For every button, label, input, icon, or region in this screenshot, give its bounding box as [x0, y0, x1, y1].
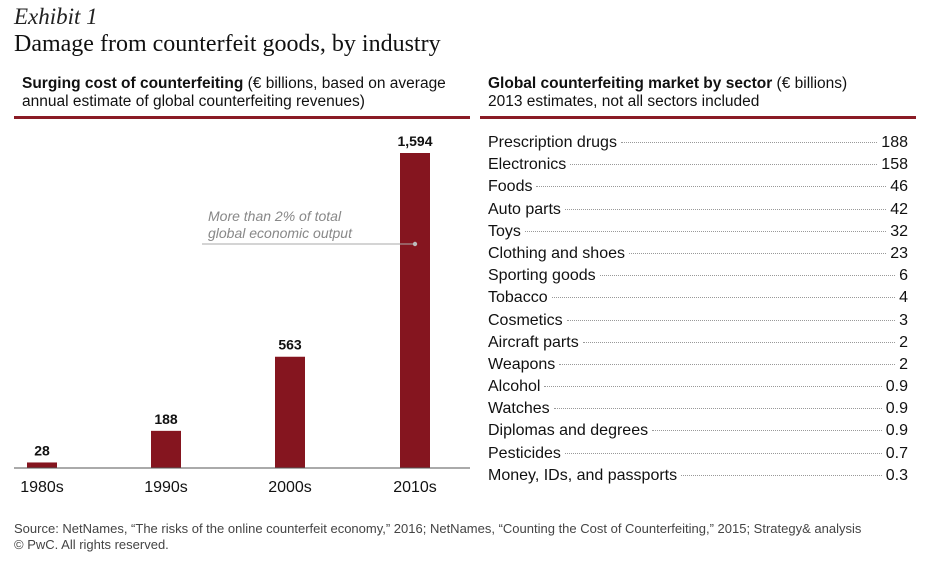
right-panel-title-detail: (€ billions) — [772, 75, 848, 92]
sector-name: Clothing and shoes — [488, 244, 625, 262]
table-row: Prescription drugs 188 — [488, 134, 908, 156]
dotted-leader — [566, 319, 896, 321]
footer: Source: NetNames, “The risks of the onli… — [14, 521, 914, 553]
sector-name: Foods — [488, 178, 533, 196]
right-panel-rule — [480, 116, 916, 119]
dotted-leader — [559, 363, 896, 365]
sector-name: Watches — [488, 400, 550, 418]
sector-table: Prescription drugs 188 Electronics 158 Foods… — [488, 134, 908, 489]
left-panel-title: Surging cost of counterfeiting — [22, 75, 244, 92]
sector-value: 0.9 — [885, 400, 908, 418]
table-row: Foods 46 — [488, 178, 908, 200]
right-panel-subtitle: 2013 estimates, not all sectors included — [488, 93, 760, 110]
table-row: Cosmetics 3 — [488, 312, 908, 334]
table-row: Weapons 2 — [488, 356, 908, 378]
table-row: Alcohol 0.9 — [488, 378, 908, 400]
sector-value: 46 — [890, 178, 908, 196]
dotted-leader — [553, 408, 882, 410]
copyright-note: © PwC. All rights reserved. — [14, 537, 169, 552]
bar-1980s — [27, 462, 57, 468]
sector-name: Tobacco — [488, 289, 548, 307]
sector-value: 4 — [899, 289, 908, 307]
table-row: Tobacco 4 — [488, 289, 908, 311]
sector-value: 2 — [899, 355, 908, 373]
dotted-leader — [551, 297, 896, 299]
bar-2010s — [400, 153, 430, 468]
dotted-leader — [599, 275, 896, 277]
table-row: Electronics 158 — [488, 156, 908, 178]
dotted-leader — [544, 386, 882, 388]
table-row: Diplomas and degrees 0.9 — [488, 422, 908, 444]
dotted-leader — [570, 164, 878, 166]
sector-name: Sporting goods — [488, 267, 596, 285]
table-row: Clothing and shoes 23 — [488, 245, 908, 267]
dotted-leader — [628, 252, 887, 254]
source-note: Source: NetNames, “The risks of the onli… — [14, 521, 862, 536]
sector-name: Alcohol — [488, 378, 541, 396]
dotted-leader — [564, 452, 882, 454]
sector-name: Electronics — [488, 156, 567, 174]
sector-value: 32 — [890, 222, 908, 240]
sector-name: Auto parts — [488, 200, 561, 218]
right-panel-heading: Global counterfeiting market by sector (… — [488, 75, 908, 111]
left-panel-title-detail: (€ billions, based on average annual est… — [22, 75, 446, 110]
sector-name: Cosmetics — [488, 311, 563, 329]
page-title: Damage from counterfeit goods, by indust… — [14, 31, 441, 57]
sector-value: 2 — [899, 333, 908, 351]
bar-2000s — [275, 356, 305, 468]
tick-label-1990s: 1990s — [144, 479, 188, 496]
bar-1990s — [151, 430, 181, 468]
table-row: Aircraft parts 2 — [488, 334, 908, 356]
sector-value: 188 — [881, 134, 908, 151]
table-row: Money, IDs, and passports 0.3 — [488, 467, 908, 489]
dotted-leader — [524, 230, 887, 232]
sector-name: Aircraft parts — [488, 333, 579, 351]
sector-name: Weapons — [488, 355, 556, 373]
bar-chart: 28 1980s 188 1990s 563 2000s 1,594 2010s More th… — [14, 133, 470, 496]
sector-value: 42 — [890, 200, 908, 218]
sector-name: Pesticides — [488, 444, 561, 462]
sector-value: 0.9 — [885, 378, 908, 396]
table-row: Auto parts 42 — [488, 201, 908, 223]
sector-name: Diplomas and degrees — [488, 422, 649, 440]
tick-label-1980s: 1980s — [20, 479, 64, 496]
sector-value: 6 — [899, 267, 908, 285]
exhibit-label: Exhibit 1 — [14, 4, 98, 29]
sector-name: Prescription drugs — [488, 134, 617, 151]
right-panel-title: Global counterfeiting market by sector — [488, 75, 773, 92]
bar-chart-container: 28 1980s 188 1990s 563 2000s 1,594 2010s More th… — [14, 120, 470, 500]
value-label-2000s: 563 — [278, 337, 302, 353]
value-label-1990s: 188 — [154, 411, 178, 427]
dotted-leader — [681, 474, 882, 476]
annotation-line-2: global economic output — [208, 225, 353, 241]
left-panel-heading: Surging cost of counterfeiting (€ billio… — [22, 75, 472, 111]
left-panel-rule — [14, 116, 470, 119]
sector-value: 0.3 — [885, 466, 908, 484]
annotation-dot — [412, 241, 418, 247]
tick-label-2010s: 2010s — [393, 479, 437, 496]
dotted-leader — [564, 208, 887, 210]
sector-value: 158 — [881, 156, 908, 174]
tick-label-2000s: 2000s — [268, 479, 312, 496]
dotted-leader — [652, 430, 882, 432]
value-label-2010s: 1,594 — [397, 133, 432, 149]
dotted-leader — [620, 142, 878, 143]
dotted-leader — [536, 186, 887, 188]
dotted-leader — [582, 341, 896, 343]
sector-value: 3 — [899, 311, 908, 329]
table-row: Pesticides 0.7 — [488, 445, 908, 467]
table-row: Toys 32 — [488, 223, 908, 245]
sector-value: 23 — [890, 244, 908, 262]
sector-value: 0.7 — [885, 444, 908, 462]
value-label-1980s: 28 — [34, 442, 50, 458]
sector-value: 0.9 — [885, 422, 908, 440]
table-row: Watches 0.9 — [488, 400, 908, 422]
sector-name: Toys — [488, 222, 521, 240]
annotation-line-1: More than 2% of total — [208, 208, 342, 224]
table-row: Sporting goods 6 — [488, 267, 908, 289]
sector-name: Money, IDs, and passports — [488, 466, 678, 484]
